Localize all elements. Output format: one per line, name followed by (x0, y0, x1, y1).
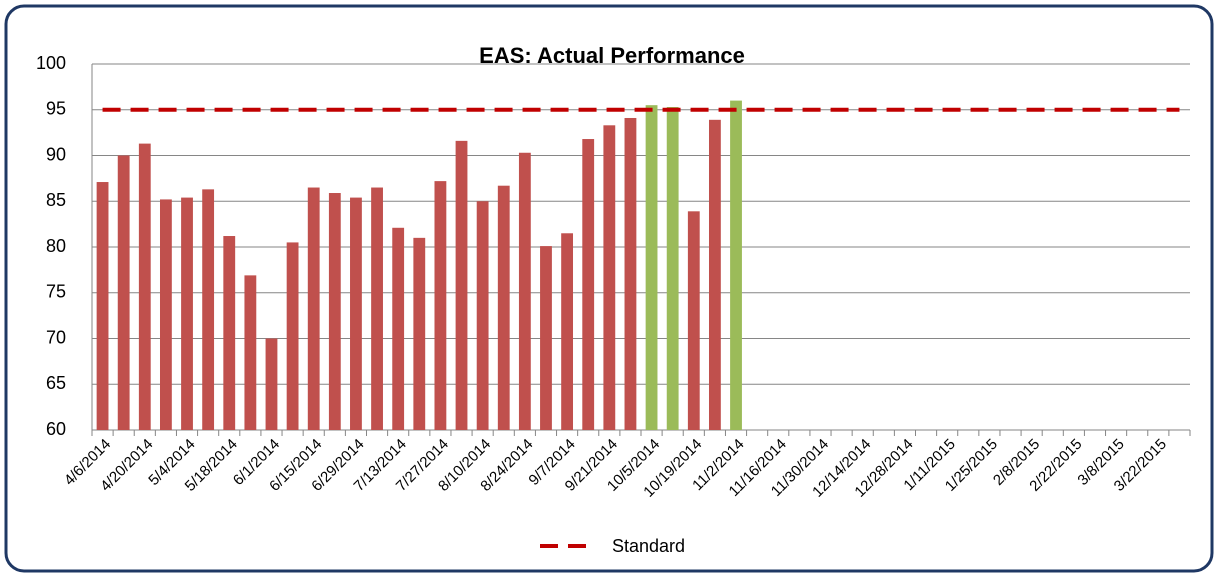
bar (497, 185, 510, 430)
bar (392, 227, 405, 430)
bar (518, 152, 531, 430)
y-tick-label: 85 (46, 190, 66, 210)
legend-label: Standard (612, 536, 685, 556)
bar (96, 182, 109, 430)
bar (476, 201, 489, 430)
bar (624, 117, 637, 431)
bar (159, 199, 172, 430)
bar (181, 197, 193, 430)
y-tick-label: 75 (46, 282, 66, 302)
bar (434, 181, 447, 430)
bar (687, 211, 700, 430)
bar (371, 187, 383, 430)
y-tick-label: 70 (46, 327, 66, 347)
bar (350, 197, 362, 430)
bar (307, 187, 320, 430)
bar (286, 242, 299, 430)
bar (138, 143, 151, 431)
bar (117, 155, 130, 430)
bar (223, 236, 236, 430)
y-tick-label: 80 (46, 236, 66, 256)
bar (603, 125, 616, 431)
bar (244, 275, 257, 430)
bar (666, 107, 679, 430)
bar (582, 139, 595, 430)
bar (455, 140, 468, 431)
bar (645, 105, 658, 431)
y-tick-label: 100 (36, 53, 66, 73)
bar (708, 119, 721, 430)
bar (730, 100, 742, 430)
bar (265, 338, 278, 430)
bar (328, 193, 341, 430)
bar (413, 237, 426, 430)
bar (540, 246, 552, 430)
y-tick-label: 95 (46, 99, 66, 119)
bar (561, 233, 574, 430)
y-tick-label: 90 (46, 144, 66, 164)
y-tick-label: 60 (46, 419, 66, 439)
y-tick-label: 65 (46, 373, 66, 393)
bar (202, 189, 215, 430)
